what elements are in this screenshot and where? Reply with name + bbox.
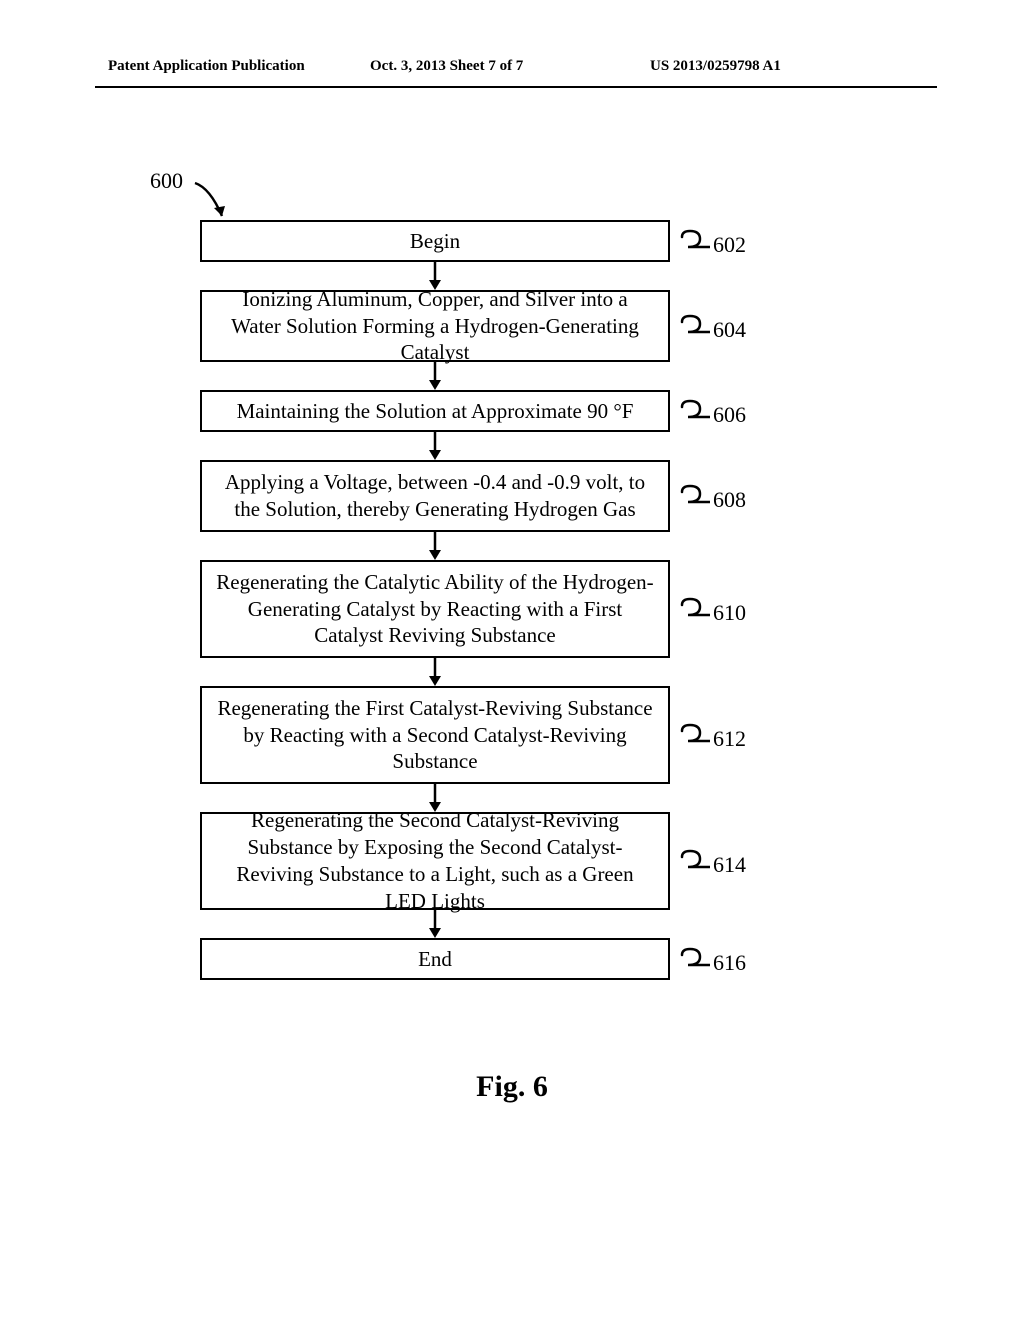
reference-number-group: 600 [150,168,183,194]
reference-number: 600 [150,168,183,193]
step-id: 608 [713,487,746,513]
hook-icon [680,945,710,981]
step-id: 610 [713,600,746,626]
flowchart: Begin602Ionizing Aluminum, Copper, and S… [200,220,670,980]
step-annotation: 606 [680,397,746,433]
step-id: 606 [713,402,746,428]
hook-icon [680,595,710,631]
figure-caption: Fig. 6 [0,1070,1024,1104]
hook-icon [680,721,710,757]
flow-step-text: Regenerating the Second Catalyst-Revivin… [216,807,654,915]
flow-step-text: Regenerating the Catalytic Ability of th… [216,569,654,650]
flow-step: Regenerating the Second Catalyst-Revivin… [200,812,670,910]
step-annotation: 614 [680,847,746,883]
flow-step-text: Regenerating the First Catalyst-Reviving… [216,695,654,776]
step-annotation: 602 [680,227,746,263]
flow-step: Applying a Voltage, between -0.4 and -0.… [200,460,670,532]
header-left: Patent Application Publication [108,58,305,75]
flow-step-text: End [418,946,452,973]
step-id: 614 [713,852,746,878]
header-mid: Oct. 3, 2013 Sheet 7 of 7 [370,58,523,75]
flow-step: Begin [200,220,670,262]
step-id: 612 [713,726,746,752]
step-id: 616 [713,950,746,976]
header-right: US 2013/0259798 A1 [650,58,781,75]
hook-icon [680,482,710,518]
page: Patent Application Publication Oct. 3, 2… [0,0,1024,1320]
flow-step-text: Begin [410,228,460,255]
flow-step: Regenerating the First Catalyst-Reviving… [200,686,670,784]
flow-step: Ionizing Aluminum, Copper, and Silver in… [200,290,670,362]
flow-arrow [200,658,670,686]
step-annotation: 604 [680,312,746,348]
flow-step-text: Maintaining the Solution at Approximate … [237,398,634,425]
step-annotation: 610 [680,595,746,631]
flow-step: End [200,938,670,980]
flow-arrow [200,532,670,560]
hook-icon [680,397,710,433]
step-annotation: 616 [680,945,746,981]
header-rule [95,86,937,88]
flow-step: Regenerating the Catalytic Ability of th… [200,560,670,658]
hook-icon [680,847,710,883]
step-id: 604 [713,317,746,343]
flow-step-text: Ionizing Aluminum, Copper, and Silver in… [216,286,654,367]
hook-icon [680,227,710,263]
step-annotation: 612 [680,721,746,757]
flow-arrow [200,432,670,460]
step-id: 602 [713,232,746,258]
step-annotation: 608 [680,482,746,518]
hook-icon [680,312,710,348]
flow-step-text: Applying a Voltage, between -0.4 and -0.… [216,469,654,523]
flow-step: Maintaining the Solution at Approximate … [200,390,670,432]
